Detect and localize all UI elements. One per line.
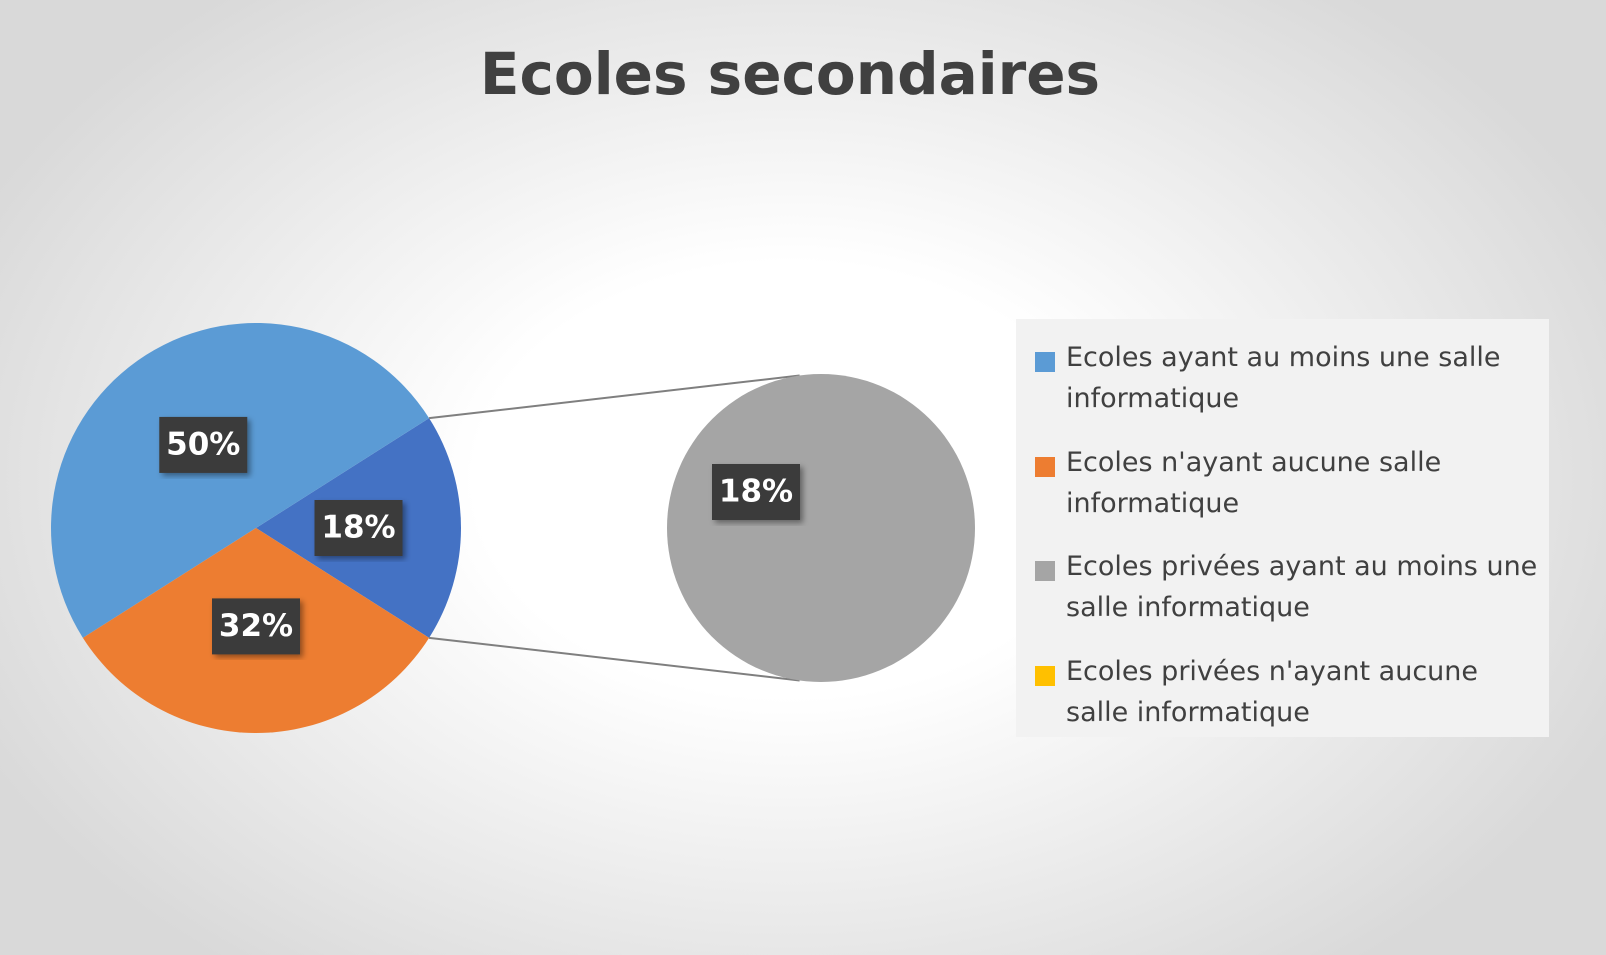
pie-slice xyxy=(667,374,975,682)
legend-label: Ecoles ayant au moins une salle informat… xyxy=(1066,342,1501,414)
legend-swatch xyxy=(1035,665,1055,686)
legend: Ecoles ayant au moins une salle informat… xyxy=(1016,319,1549,737)
data-label: 32% xyxy=(219,608,293,644)
pie-slice xyxy=(51,323,430,638)
data-label-box xyxy=(712,464,800,520)
data-label-box xyxy=(212,598,300,655)
data-label-box xyxy=(159,416,248,473)
data-label: 18% xyxy=(719,474,793,510)
legend-label: Ecoles n'ayant aucune salle informatique xyxy=(1066,446,1442,519)
legend-label: Ecoles privées ayant au moins une salle … xyxy=(1066,551,1538,623)
legend-swatch xyxy=(1035,352,1055,372)
data-label: 50% xyxy=(166,426,240,462)
legend-swatch xyxy=(1035,456,1055,477)
legend-swatch xyxy=(1035,561,1055,581)
chart-title: Ecoles secondaires xyxy=(480,40,1100,108)
legend-label: Ecoles privées n'ayant aucune salle info… xyxy=(1066,655,1479,728)
data-label: 18% xyxy=(321,510,395,546)
connector xyxy=(428,636,800,682)
connector xyxy=(428,374,800,420)
data-label-box xyxy=(314,500,403,556)
